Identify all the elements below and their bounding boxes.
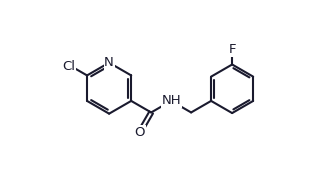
Text: O: O [134,126,145,139]
Text: F: F [228,43,236,56]
Text: N: N [104,56,114,69]
Text: NH: NH [161,94,181,107]
Text: Cl: Cl [63,60,75,73]
